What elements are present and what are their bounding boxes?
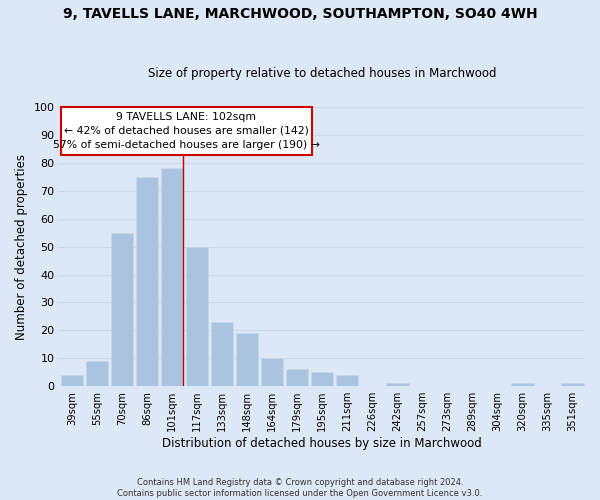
- Bar: [286, 370, 308, 386]
- Bar: [136, 177, 158, 386]
- Bar: [86, 361, 108, 386]
- Bar: [261, 358, 283, 386]
- Bar: [161, 168, 184, 386]
- Bar: [211, 322, 233, 386]
- Title: Size of property relative to detached houses in Marchwood: Size of property relative to detached ho…: [148, 66, 496, 80]
- Bar: [236, 333, 259, 386]
- X-axis label: Distribution of detached houses by size in Marchwood: Distribution of detached houses by size …: [163, 437, 482, 450]
- Bar: [511, 384, 533, 386]
- Bar: [61, 375, 83, 386]
- Bar: [561, 384, 584, 386]
- Text: 9 TAVELLS LANE: 102sqm
← 42% of detached houses are smaller (142)
57% of semi-de: 9 TAVELLS LANE: 102sqm ← 42% of detached…: [53, 112, 320, 150]
- Bar: [386, 384, 409, 386]
- Bar: [111, 232, 133, 386]
- Text: Contains HM Land Registry data © Crown copyright and database right 2024.
Contai: Contains HM Land Registry data © Crown c…: [118, 478, 482, 498]
- Bar: [61, 107, 312, 154]
- Y-axis label: Number of detached properties: Number of detached properties: [15, 154, 28, 340]
- Bar: [186, 246, 208, 386]
- Bar: [311, 372, 334, 386]
- Text: 9, TAVELLS LANE, MARCHWOOD, SOUTHAMPTON, SO40 4WH: 9, TAVELLS LANE, MARCHWOOD, SOUTHAMPTON,…: [62, 8, 538, 22]
- Bar: [336, 375, 358, 386]
